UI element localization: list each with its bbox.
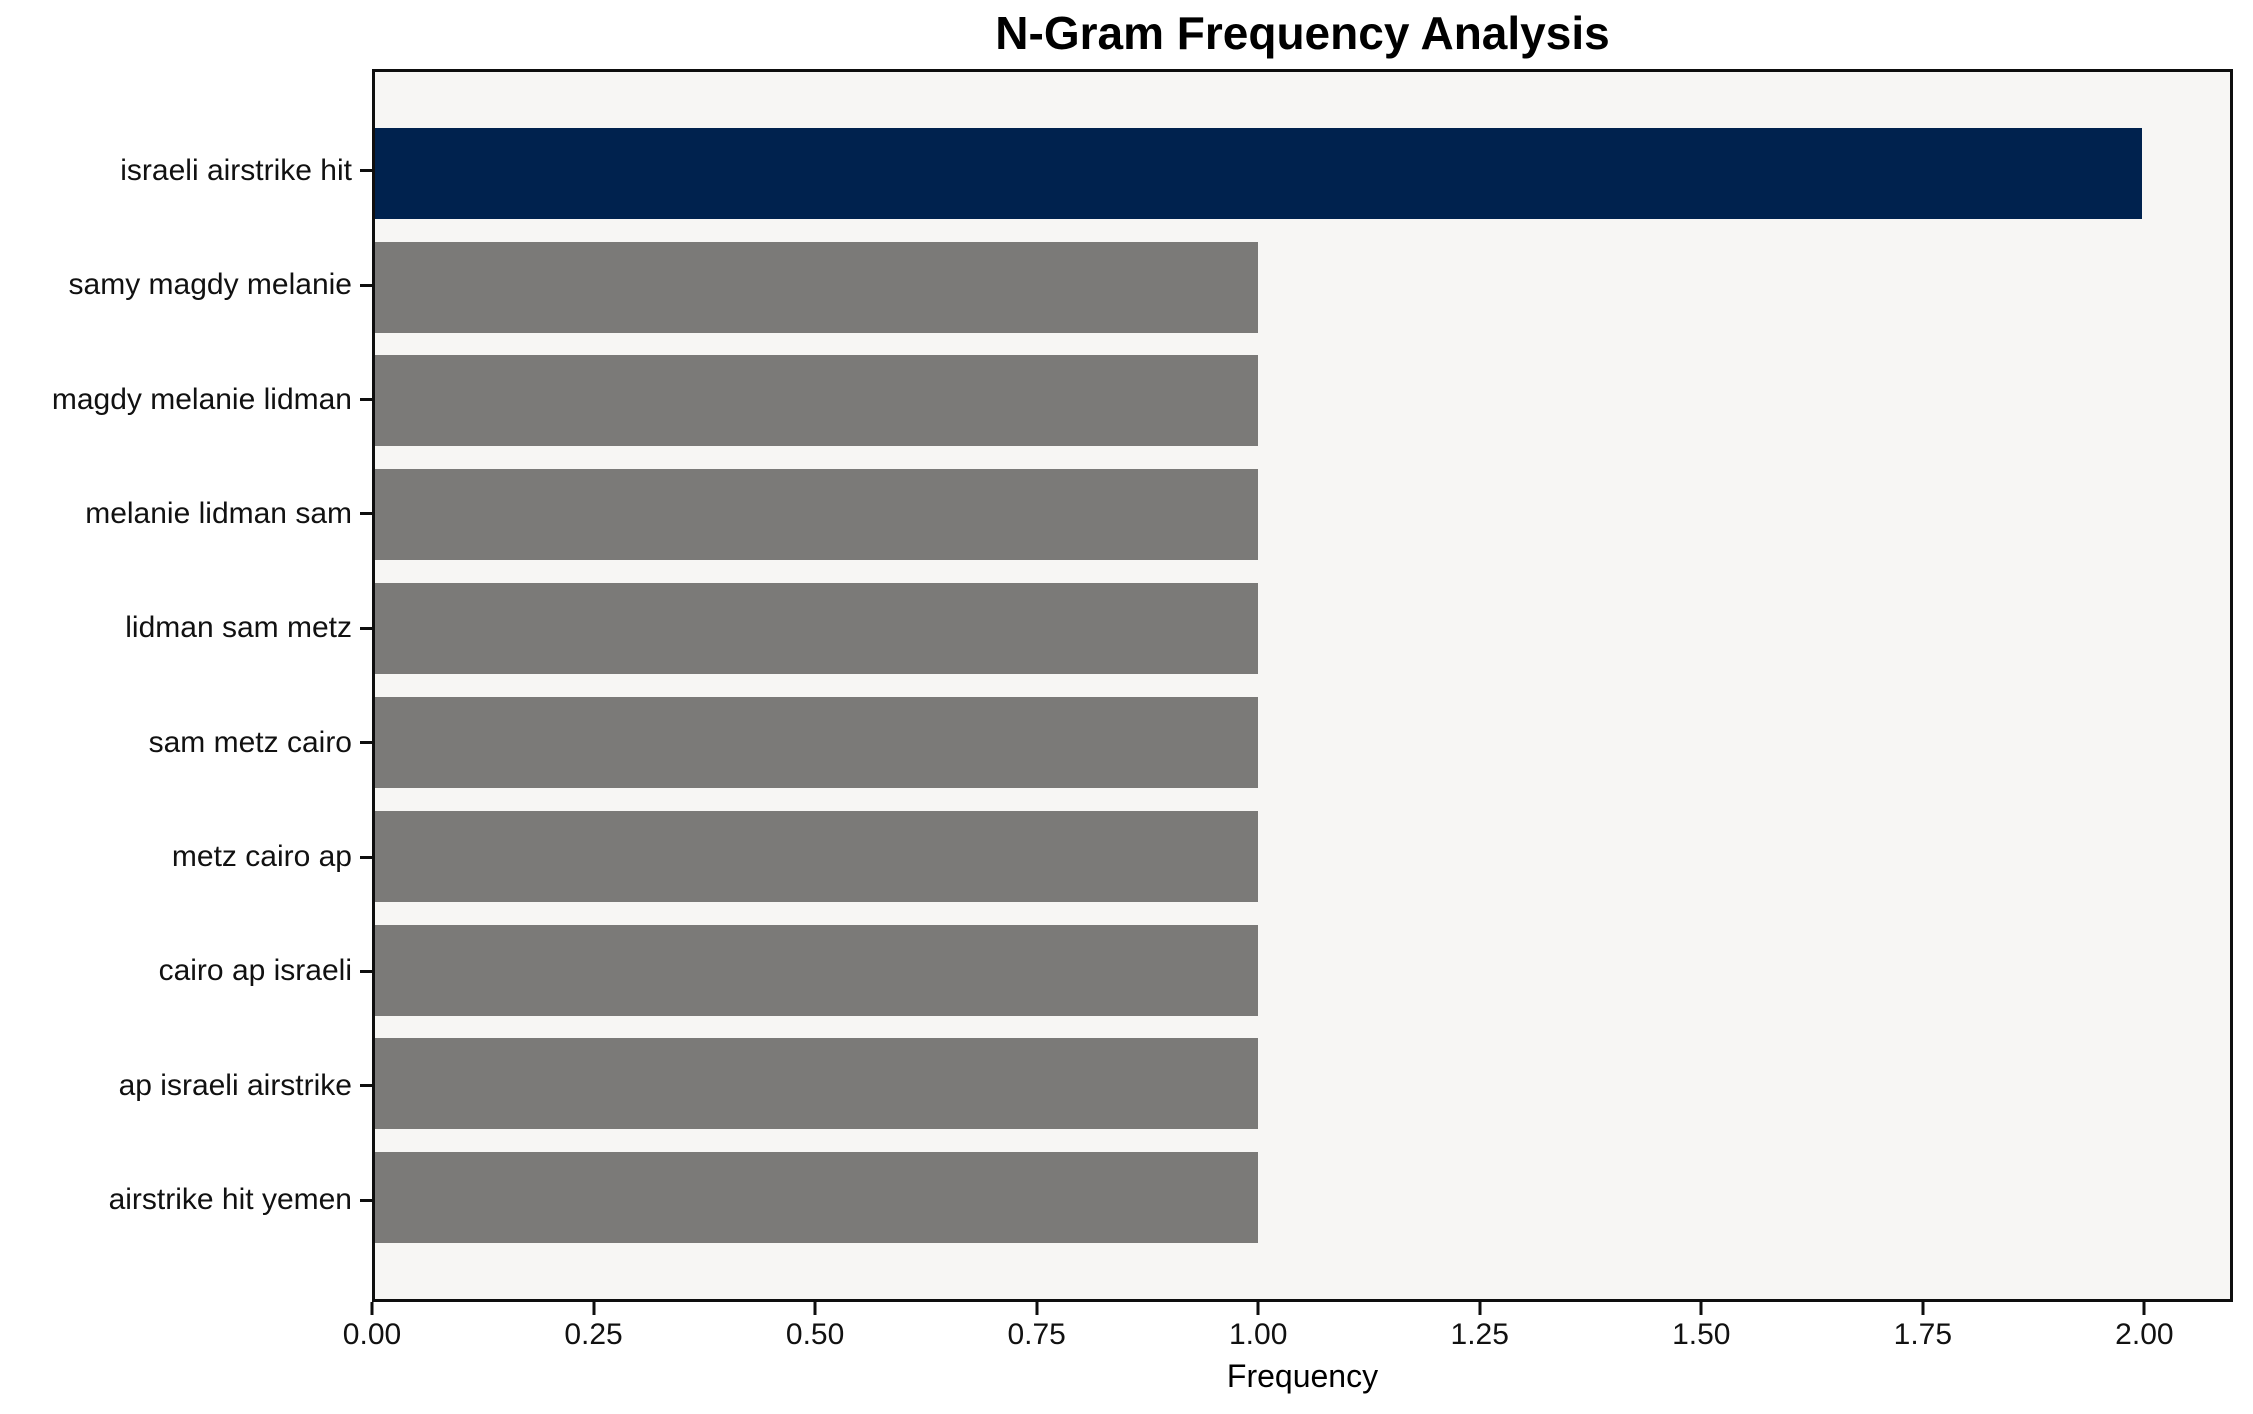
y-tick-mark bbox=[360, 283, 373, 287]
y-tick-mark bbox=[360, 398, 373, 402]
x-tick-label: 0.75 bbox=[1007, 1318, 1066, 1351]
bar bbox=[375, 924, 1259, 1016]
bar bbox=[375, 583, 1259, 675]
chart-title: N-Gram Frequency Analysis bbox=[995, 7, 1610, 59]
x-tick-label: 0.00 bbox=[342, 1318, 402, 1351]
x-tick-mark bbox=[1478, 1302, 1482, 1315]
x-tick-label: 2.00 bbox=[2115, 1318, 2174, 1351]
y-tick-label: lidman sam metz bbox=[125, 611, 352, 645]
y-tick-label: magdy melanie lidman bbox=[51, 382, 352, 416]
x-tick-mark bbox=[1256, 1302, 1260, 1315]
x-tick-mark bbox=[592, 1302, 596, 1315]
x-tick-mark bbox=[370, 1302, 374, 1315]
x-tick-mark bbox=[2142, 1302, 2146, 1315]
bar bbox=[375, 1038, 1259, 1130]
y-tick-label: ap israeli airstrike bbox=[118, 1068, 352, 1102]
y-tick-mark bbox=[360, 741, 373, 745]
bar bbox=[375, 469, 1259, 561]
y-tick-label: airstrike hit yemen bbox=[108, 1183, 352, 1217]
y-tick-mark bbox=[360, 626, 373, 630]
x-tick-label: 0.25 bbox=[564, 1318, 623, 1351]
y-tick-mark bbox=[360, 512, 373, 516]
bar bbox=[375, 127, 2142, 219]
y-tick-label: melanie lidman sam bbox=[85, 496, 352, 530]
x-tick-label: 0.50 bbox=[785, 1318, 845, 1351]
x-axis: 0.00 0.25 0.50 0.75 1.00 1.25 1.50 1.75 2.00 bbox=[343, 1302, 2233, 1414]
y-tick-mark bbox=[360, 1084, 373, 1088]
x-tick-mark bbox=[1699, 1302, 1703, 1315]
y-tick-mark bbox=[360, 1198, 373, 1202]
x-tick-label: 1.50 bbox=[1672, 1318, 1731, 1351]
x-tick-label: 1.00 bbox=[1228, 1318, 1288, 1351]
bar bbox=[375, 696, 1259, 788]
x-axis-title: Frequency bbox=[1226, 1358, 1379, 1394]
y-tick-label: samy magdy melanie bbox=[68, 268, 352, 302]
y-tick-label: cairo ap israeli bbox=[158, 954, 352, 988]
bar bbox=[375, 241, 1259, 333]
bar bbox=[375, 810, 1259, 902]
bar bbox=[375, 355, 1259, 447]
bar bbox=[375, 1152, 1259, 1244]
plot-area bbox=[372, 69, 2233, 1302]
y-tick-mark bbox=[360, 969, 373, 973]
y-tick-label: metz cairo ap bbox=[171, 840, 352, 874]
x-tick-label: 1.75 bbox=[1893, 1318, 1953, 1351]
y-axis-labels: israeli airstrike hit samy magdy melanie m… bbox=[0, 69, 373, 1302]
y-tick-mark bbox=[360, 855, 373, 859]
x-tick-mark bbox=[813, 1302, 817, 1315]
y-tick-label: sam metz cairo bbox=[148, 725, 352, 759]
x-tick-label: 1.25 bbox=[1450, 1318, 1509, 1351]
x-tick-mark bbox=[1035, 1302, 1039, 1315]
y-tick-label: israeli airstrike hit bbox=[120, 153, 352, 187]
y-tick-mark bbox=[360, 169, 373, 173]
x-tick-mark bbox=[1921, 1302, 1925, 1315]
